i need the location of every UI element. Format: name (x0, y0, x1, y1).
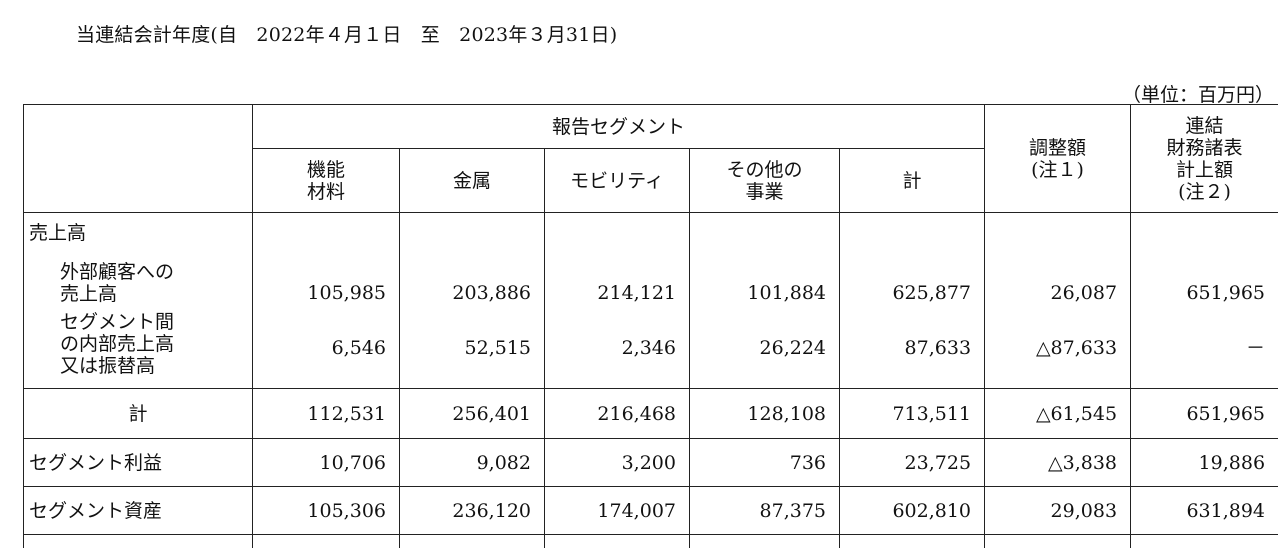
total-value: 713,511 (838, 388, 986, 439)
empty-cell (252, 534, 400, 548)
empty-cell (23, 534, 253, 548)
unit-label: （単位：百万円） (1121, 84, 1274, 106)
header-metals: 金属 (399, 148, 545, 213)
empty-cell (984, 534, 1132, 548)
intersegment-sales-value: 6,546 (252, 308, 400, 389)
fiscal-period-heading: 当連結会計年度(自 2022年４月１日 至 2023年３月31日) (76, 24, 618, 46)
external-sales-value: 203,886 (399, 252, 545, 309)
empty-cell (1130, 212, 1278, 253)
intersegment-sales-row: セグメント間 の内部売上高 又は振替高 6,546 52,515 2,346 2… (23, 308, 1278, 389)
header-functional-materials: 機能 材料 (252, 148, 400, 213)
segment-profit-label: セグメント利益 (23, 438, 253, 487)
header-corner-cell (23, 104, 253, 213)
sales-title-row: 売上高 (23, 212, 1278, 253)
segment-assets-value: 602,810 (838, 486, 986, 535)
segment-profit-value: 736 (689, 438, 840, 487)
empty-cell (984, 212, 1132, 253)
empty-cell (689, 212, 840, 253)
segment-assets-value: 105,306 (252, 486, 400, 535)
segment-assets-value: 174,007 (544, 486, 690, 535)
total-value: 256,401 (399, 388, 545, 439)
external-sales-row: 外部顧客への 売上高 105,985 203,886 214,121 101,8… (23, 252, 1278, 309)
intersegment-sales-label: セグメント間 の内部売上高 又は振替高 (23, 308, 253, 389)
segment-profit-value: 10,706 (252, 438, 400, 487)
segment-profit-value: △3,838 (984, 438, 1132, 487)
header-mobility: モビリティ (544, 148, 690, 213)
header-consolidated: 連結 財務諸表 計上額 (注２) (1130, 104, 1278, 213)
header-row-top: 報告セグメント 調整額 (注１) 連結 財務諸表 計上額 (注２) (23, 104, 1278, 213)
segment-assets-row: セグメント資産 105,306 236,120 174,007 87,375 6… (23, 486, 1278, 535)
external-sales-value: 625,877 (838, 252, 986, 309)
intersegment-sales-value: 87,633 (838, 308, 986, 389)
header-adjustment: 調整額 (注１) (984, 104, 1132, 213)
segment-profit-row: セグメント利益 10,706 9,082 3,200 736 23,725 △3… (23, 438, 1278, 487)
empty-cell (544, 212, 690, 253)
intersegment-sales-value: 52,515 (399, 308, 545, 389)
intersegment-sales-value: 2,346 (544, 308, 690, 389)
empty-cell (838, 212, 986, 253)
header-subtotal: 計 (838, 148, 986, 213)
external-sales-value: 105,985 (252, 252, 400, 309)
segment-table-container: 報告セグメント 調整額 (注１) 連結 財務諸表 計上額 (注２) 機能 材料 … (23, 104, 1278, 548)
header-other-business: その他の 事業 (689, 148, 840, 213)
external-sales-value: 651,965 (1130, 252, 1278, 309)
empty-cell (399, 212, 545, 253)
continuation-row (23, 534, 1278, 548)
segment-profit-value: 19,886 (1130, 438, 1278, 487)
segment-assets-value: 631,894 (1130, 486, 1278, 535)
empty-cell (399, 534, 545, 548)
external-sales-label: 外部顧客への 売上高 (23, 252, 253, 309)
segment-assets-value: 236,120 (399, 486, 545, 535)
segment-assets-value: 29,083 (984, 486, 1132, 535)
total-value: △61,545 (984, 388, 1132, 439)
total-label: 計 (23, 388, 253, 439)
external-sales-value: 101,884 (689, 252, 840, 309)
empty-cell (838, 534, 986, 548)
header-reportable-segments: 報告セグメント (251, 104, 986, 149)
intersegment-sales-value: 26,224 (689, 308, 840, 389)
external-sales-value: 26,087 (984, 252, 1132, 309)
empty-cell (689, 534, 840, 548)
total-value: 112,531 (252, 388, 400, 439)
intersegment-sales-value: △87,633 (984, 308, 1132, 389)
empty-cell (252, 212, 400, 253)
total-row: 計 112,531 256,401 216,468 128,108 713,51… (23, 388, 1278, 439)
segment-profit-value: 3,200 (544, 438, 690, 487)
total-value: 128,108 (689, 388, 840, 439)
total-value: 216,468 (544, 388, 690, 439)
segment-assets-value: 87,375 (689, 486, 840, 535)
total-value: 651,965 (1130, 388, 1278, 439)
empty-cell (544, 534, 690, 548)
segment-profit-value: 23,725 (838, 438, 986, 487)
sales-title-label: 売上高 (23, 212, 253, 253)
empty-cell (1130, 534, 1278, 548)
header-row-bottom: 機能 材料 金属 モビリティ その他の 事業 計 (24, 148, 1279, 213)
segment-information-table: 報告セグメント 調整額 (注１) 連結 財務諸表 計上額 (注２) 機能 材料 … (23, 104, 1278, 548)
segment-profit-value: 9,082 (399, 438, 545, 487)
segment-assets-label: セグメント資産 (23, 486, 253, 535)
intersegment-sales-value: － (1130, 308, 1278, 389)
external-sales-value: 214,121 (544, 252, 690, 309)
